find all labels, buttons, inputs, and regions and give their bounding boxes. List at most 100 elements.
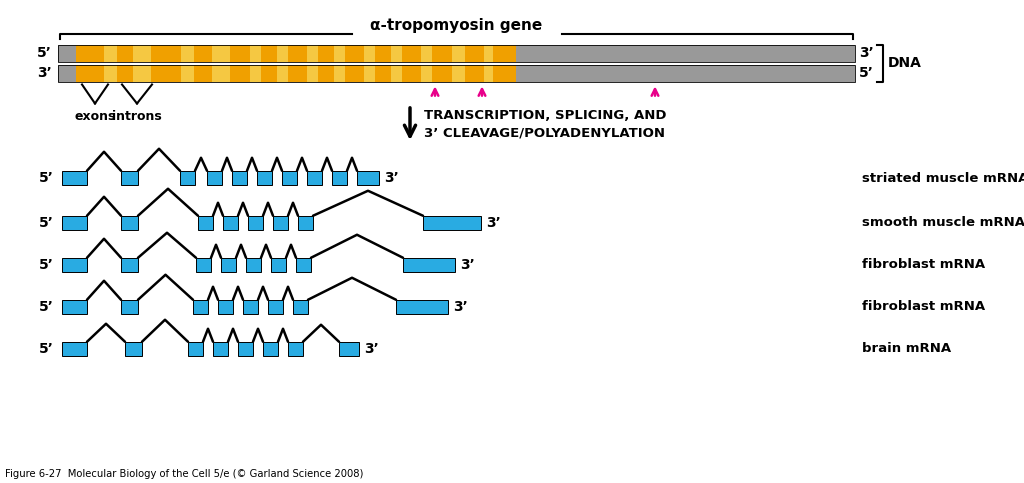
Bar	[296, 258, 311, 272]
Bar	[268, 300, 283, 314]
Text: introns: introns	[112, 110, 162, 123]
Bar	[250, 65, 261, 82]
Text: fibroblast mRNA: fibroblast mRNA	[862, 300, 985, 313]
Bar	[243, 300, 258, 314]
Text: brain mRNA: brain mRNA	[862, 342, 951, 355]
Bar	[339, 342, 359, 356]
Bar	[58, 65, 855, 82]
Bar	[58, 65, 76, 82]
Bar	[288, 342, 303, 356]
Bar	[402, 65, 421, 82]
Bar	[151, 44, 181, 61]
Bar	[282, 171, 297, 185]
Bar	[246, 258, 261, 272]
Text: 3’: 3’	[384, 171, 398, 185]
Text: 3’: 3’	[859, 46, 873, 60]
Bar	[223, 216, 238, 230]
Bar	[221, 258, 236, 272]
Bar	[318, 65, 334, 82]
Bar	[396, 300, 449, 314]
Bar	[62, 300, 87, 314]
Bar	[273, 216, 288, 230]
Bar	[151, 65, 181, 82]
Text: TRANSCRIPTION, SPLICING, AND
3’ CLEAVAGE/POLYADENYLATION: TRANSCRIPTION, SPLICING, AND 3’ CLEAVAGE…	[424, 109, 667, 139]
Bar	[62, 171, 87, 185]
Bar	[198, 216, 213, 230]
Text: exons: exons	[75, 110, 116, 123]
Bar	[121, 171, 138, 185]
Bar	[133, 65, 151, 82]
Text: 5’: 5’	[37, 46, 52, 60]
Text: 3’: 3’	[486, 216, 501, 230]
Bar	[58, 44, 855, 61]
Bar	[232, 171, 247, 185]
Bar	[334, 44, 345, 61]
Bar	[181, 65, 194, 82]
Text: 5’: 5’	[39, 342, 54, 356]
Bar	[121, 216, 138, 230]
Bar	[76, 44, 104, 61]
Bar	[484, 65, 493, 82]
Bar	[332, 171, 347, 185]
Bar	[402, 44, 421, 61]
Text: 3’: 3’	[37, 66, 52, 80]
Bar	[452, 65, 465, 82]
Bar	[403, 258, 455, 272]
Bar	[117, 44, 133, 61]
Bar	[516, 44, 855, 61]
Bar	[318, 44, 334, 61]
Bar	[125, 342, 142, 356]
Bar	[465, 44, 484, 61]
Bar	[261, 44, 278, 61]
Bar	[391, 65, 402, 82]
Bar	[288, 65, 307, 82]
Bar	[307, 44, 318, 61]
Bar	[257, 171, 272, 185]
Bar	[278, 44, 288, 61]
Bar	[212, 44, 230, 61]
Bar	[188, 342, 203, 356]
Text: fibroblast mRNA: fibroblast mRNA	[862, 258, 985, 271]
Bar	[117, 65, 133, 82]
Bar	[271, 258, 286, 272]
Bar	[421, 65, 432, 82]
Bar	[375, 44, 391, 61]
Text: 3’: 3’	[364, 342, 379, 356]
Bar	[238, 342, 253, 356]
Bar	[104, 44, 117, 61]
Bar	[263, 342, 278, 356]
Text: Figure 6-27  Molecular Biology of the Cell 5/e (© Garland Science 2008): Figure 6-27 Molecular Biology of the Cel…	[5, 469, 364, 479]
Bar	[493, 65, 516, 82]
Bar	[421, 44, 432, 61]
Bar	[357, 171, 379, 185]
Text: 5’: 5’	[39, 300, 54, 314]
Bar	[58, 44, 76, 61]
Bar	[62, 342, 87, 356]
Bar	[196, 258, 211, 272]
Bar	[493, 44, 516, 61]
Bar	[345, 44, 364, 61]
Bar	[516, 65, 855, 82]
Text: 3’: 3’	[460, 258, 475, 272]
Text: 5’: 5’	[39, 171, 54, 185]
Bar	[364, 44, 375, 61]
Text: 5’: 5’	[39, 216, 54, 230]
Text: striated muscle mRNA: striated muscle mRNA	[862, 171, 1024, 185]
Bar	[298, 216, 313, 230]
Bar	[345, 65, 364, 82]
Text: α-tropomyosin gene: α-tropomyosin gene	[371, 17, 543, 32]
Text: 5’: 5’	[859, 66, 873, 80]
Bar	[230, 65, 250, 82]
Bar	[76, 65, 104, 82]
Bar	[62, 216, 87, 230]
Bar	[207, 171, 222, 185]
Bar	[248, 216, 263, 230]
Bar	[452, 44, 465, 61]
Bar	[334, 65, 345, 82]
Bar	[133, 44, 151, 61]
Bar	[230, 44, 250, 61]
Bar	[212, 65, 230, 82]
Bar	[432, 44, 452, 61]
Bar	[432, 65, 452, 82]
Bar	[293, 300, 308, 314]
